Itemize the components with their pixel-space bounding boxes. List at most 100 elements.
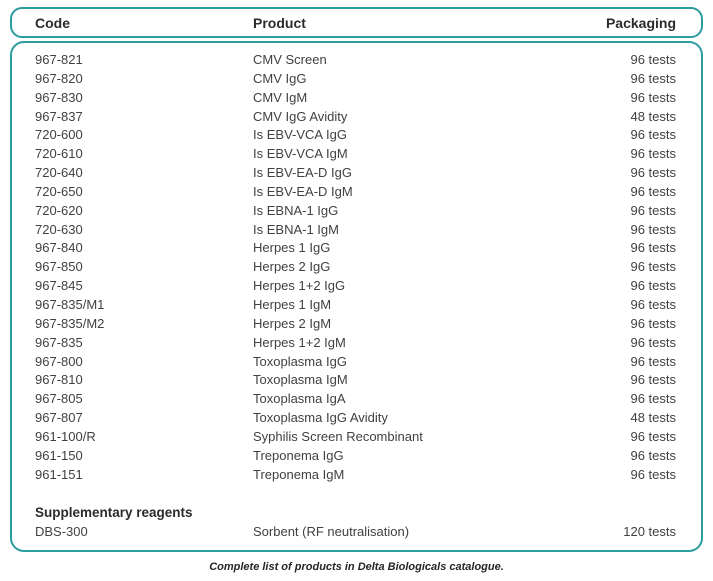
- code-cell: 967-800: [35, 353, 83, 369]
- column-header-product: Product: [253, 14, 306, 31]
- table-row: 720-600 Is EBV-VCA IgG 96 tests: [35, 126, 676, 145]
- code-cell: 967-820: [35, 70, 83, 86]
- product-cell: Herpes 1 IgM: [253, 296, 332, 312]
- product-cell: Herpes 2 IgG: [253, 259, 331, 275]
- product-cell: Is EBV-VCA IgM: [253, 146, 348, 162]
- code-cell: 967-805: [35, 391, 83, 407]
- product-rows: 967-821 CMV Screen 96 tests 967-820 CMV …: [35, 51, 676, 484]
- packaging-cell: 96 tests: [630, 146, 676, 162]
- product-cell: Is EBNA-1 IgM: [253, 221, 339, 237]
- code-cell: 967-850: [35, 259, 83, 275]
- table-row: 720-640 Is EBV-EA-D IgG 96 tests: [35, 164, 676, 183]
- code-cell: 720-600: [35, 127, 83, 143]
- product-cell: Toxoplasma IgA: [253, 391, 346, 407]
- code-cell: 967-810: [35, 372, 83, 388]
- code-cell: 967-821: [35, 52, 83, 67]
- code-cell: 961-151: [35, 466, 83, 482]
- code-cell: 967-835/M2: [35, 315, 105, 331]
- product-cell: CMV IgG: [253, 70, 307, 86]
- packaging-cell: 96 tests: [630, 372, 676, 388]
- code-cell: 720-620: [35, 202, 83, 218]
- code-cell: 720-650: [35, 183, 83, 199]
- code-cell: 720-610: [35, 146, 83, 162]
- table-row: 967-800 Toxoplasma IgG 96 tests: [35, 353, 676, 372]
- code-cell: 967-830: [35, 89, 83, 105]
- packaging-cell: 48 tests: [630, 108, 676, 124]
- product-cell: Treponema IgG: [253, 447, 344, 463]
- product-cell: CMV IgM: [253, 89, 308, 105]
- table-row: 720-630 Is EBNA-1 IgM 96 tests: [35, 221, 676, 240]
- table-row: 961-151 Treponema IgM 96 tests: [35, 466, 676, 485]
- product-cell: Toxoplasma IgG Avidity: [253, 410, 388, 426]
- table-row: 967-835/M1 Herpes 1 IgM 96 tests: [35, 296, 676, 315]
- supplementary-section: Supplementary reagents DBS-300 Sorbent (…: [35, 504, 676, 542]
- products-table: 967-821 CMV Screen 96 tests 967-820 CMV …: [10, 41, 703, 553]
- table-row: 967-821 CMV Screen 96 tests: [35, 51, 676, 70]
- table-row: 967-810 Toxoplasma IgM 96 tests: [35, 371, 676, 390]
- product-cell: Herpes 1 IgG: [253, 240, 331, 256]
- code-cell: 967-807: [35, 410, 83, 426]
- table-row: 967-835/M2 Herpes 2 IgM 96 tests: [35, 315, 676, 334]
- packaging-cell: 96 tests: [630, 296, 676, 312]
- table-row: DBS-300 Sorbent (RF neutralisation) 120 …: [35, 523, 676, 542]
- product-cell: Is EBV-EA-D IgG: [253, 165, 352, 181]
- product-cell: Is EBNA-1 IgG: [253, 202, 339, 218]
- table-row: 967-830 CMV IgM 96 tests: [35, 89, 676, 108]
- code-cell: 720-640: [35, 165, 83, 181]
- code-cell: 967-837: [35, 108, 83, 124]
- product-cell: Syphilis Screen Recombinant: [253, 428, 423, 444]
- packaging-cell: 96 tests: [630, 202, 676, 218]
- packaging-cell: 96 tests: [630, 127, 676, 143]
- packaging-cell: 96 tests: [630, 52, 676, 67]
- table-row: 967-807 Toxoplasma IgG Avidity 48 tests: [35, 409, 676, 428]
- table-row: 720-650 Is EBV-EA-D IgM 96 tests: [35, 183, 676, 202]
- table-row: 961-100/R Syphilis Screen Recombinant 96…: [35, 428, 676, 447]
- supplementary-rows: DBS-300 Sorbent (RF neutralisation) 120 …: [35, 523, 676, 542]
- product-cell: CMV IgG Avidity: [253, 108, 348, 124]
- code-cell: 967-835: [35, 334, 83, 350]
- packaging-cell: 96 tests: [630, 70, 676, 86]
- packaging-cell: 96 tests: [630, 183, 676, 199]
- packaging-cell: 96 tests: [630, 315, 676, 331]
- table-row: 967-850 Herpes 2 IgG 96 tests: [35, 258, 676, 277]
- code-cell: 967-840: [35, 240, 83, 256]
- packaging-cell: 96 tests: [630, 353, 676, 369]
- table-row: 720-610 Is EBV-VCA IgM 96 tests: [35, 145, 676, 164]
- packaging-cell: 96 tests: [630, 89, 676, 105]
- table-row: 967-820 CMV IgG 96 tests: [35, 70, 676, 89]
- packaging-cell: 96 tests: [630, 334, 676, 350]
- packaging-cell: 96 tests: [630, 447, 676, 463]
- table-caption: Complete list of products in Delta Biolo…: [209, 561, 504, 574]
- product-cell: Herpes 1+2 IgM: [253, 334, 346, 350]
- packaging-cell: 96 tests: [630, 259, 676, 275]
- packaging-cell: 96 tests: [630, 240, 676, 256]
- code-cell: 961-150: [35, 447, 83, 463]
- product-cell: Toxoplasma IgG: [253, 353, 347, 369]
- product-cell: Herpes 2 IgM: [253, 315, 332, 331]
- product-cell: Toxoplasma IgM: [253, 372, 348, 388]
- table-header-row: Code Product Packaging: [10, 7, 703, 38]
- product-cell: Treponema IgM: [253, 466, 345, 482]
- product-cell: Is EBV-VCA IgG: [253, 127, 347, 143]
- product-cell: Is EBV-EA-D IgM: [253, 183, 353, 199]
- code-cell: 967-845: [35, 278, 83, 294]
- code-cell: 967-835/M1: [35, 296, 105, 312]
- table-row: 967-835 Herpes 1+2 IgM 96 tests: [35, 334, 676, 353]
- table-row: 967-837 CMV IgG Avidity 48 tests: [35, 108, 676, 127]
- table-row: 720-620 Is EBNA-1 IgG 96 tests: [35, 202, 676, 221]
- packaging-cell: 96 tests: [630, 466, 676, 482]
- code-cell: 961-100/R: [35, 428, 96, 444]
- packaging-cell: 48 tests: [630, 410, 676, 426]
- table-row: 967-805 Toxoplasma IgA 96 tests: [35, 390, 676, 409]
- table-row: 967-845 Herpes 1+2 IgG 96 tests: [35, 277, 676, 296]
- column-header-packaging: Packaging: [605, 14, 676, 31]
- supplementary-heading: Supplementary reagents: [35, 505, 193, 521]
- product-cell: Sorbent (RF neutralisation): [253, 524, 410, 540]
- code-cell: DBS-300: [35, 524, 88, 540]
- packaging-cell: 96 tests: [630, 391, 676, 407]
- packaging-cell: 96 tests: [630, 165, 676, 181]
- column-header-code: Code: [35, 14, 70, 31]
- product-cell: CMV Screen: [253, 52, 327, 67]
- table-row: 967-840 Herpes 1 IgG 96 tests: [35, 239, 676, 258]
